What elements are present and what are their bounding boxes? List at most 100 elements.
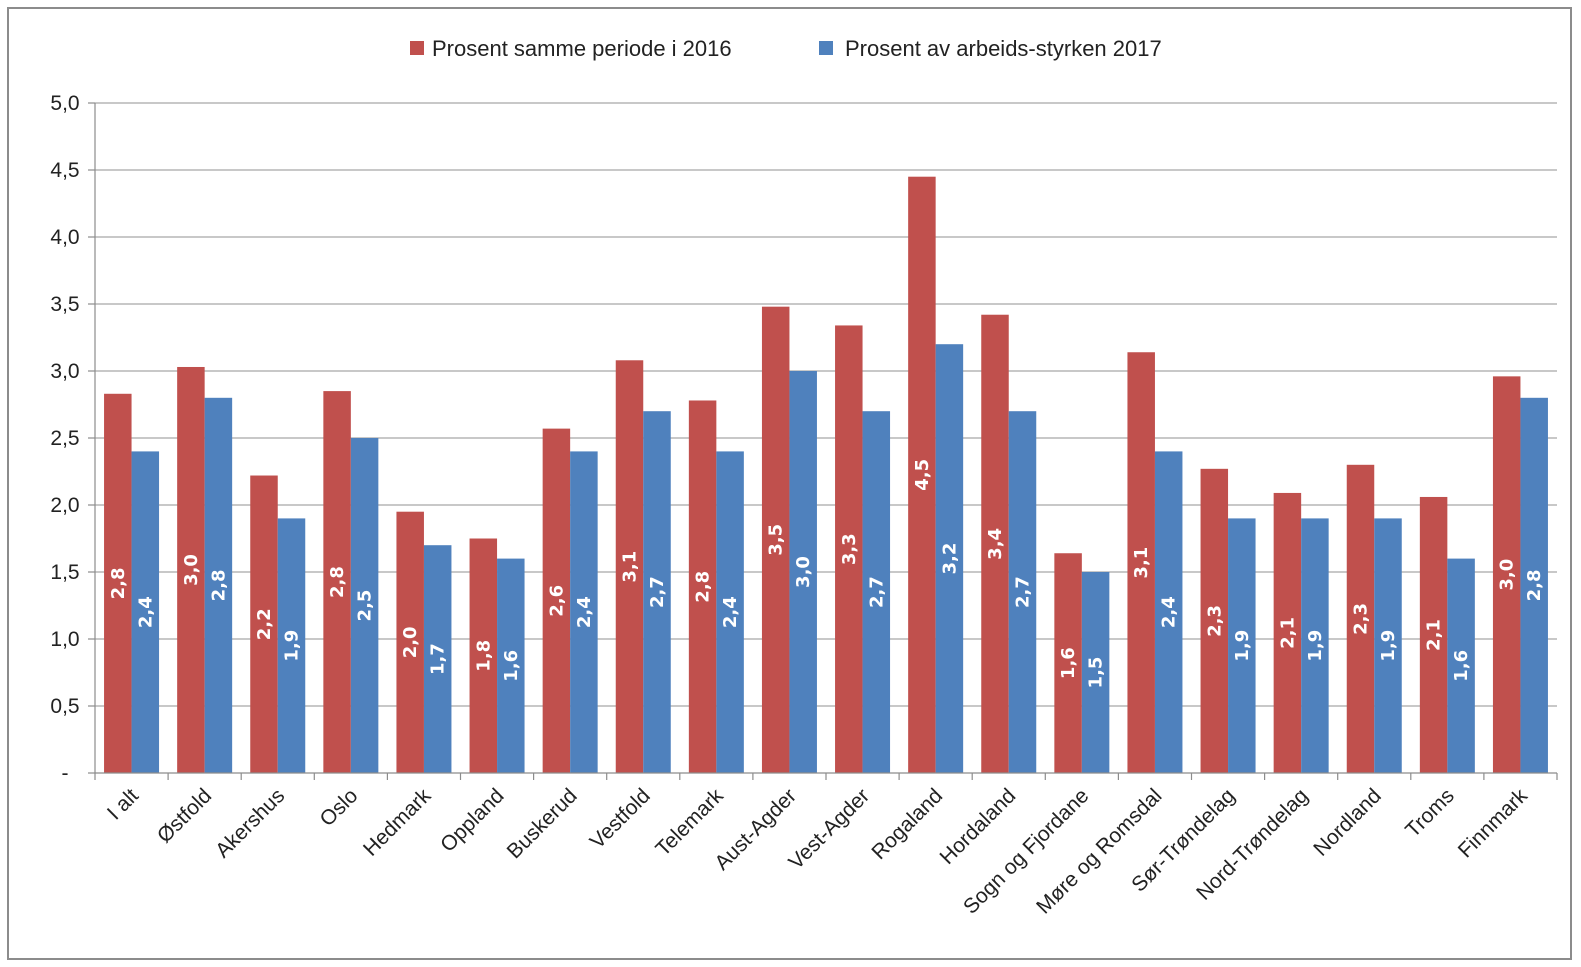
bar-2017 — [423, 545, 452, 773]
y-tick-label: - — [62, 762, 69, 785]
legend-label-2017: Prosent av arbeids-styrken 2017 — [845, 36, 1162, 61]
bar-2017 — [1374, 518, 1402, 773]
data-label: 2,8 — [208, 569, 229, 601]
x-tick-label: Møre og Romsdal — [1032, 784, 1166, 918]
x-tick-label: Sogn og Fjordane — [959, 784, 1093, 918]
x-tick-label: Troms — [1401, 784, 1459, 842]
bar-2017 — [1008, 411, 1037, 773]
data-label: 3,1 — [1131, 547, 1152, 579]
data-label: 2,8 — [327, 566, 348, 598]
x-tick-label: Telemark — [651, 784, 728, 861]
data-label: 1,9 — [1378, 630, 1399, 662]
bars: 2,8 2,4 3,0 2,8 2,2 1,9 2,8 2,5 2,0 1,7 1,8 1,6 2,6 2… — [104, 176, 1548, 773]
bar-2016 — [250, 475, 278, 773]
data-label: 2,7 — [866, 576, 887, 608]
y-tick-label: 4,5 — [50, 159, 79, 182]
data-label: 1,9 — [1232, 630, 1253, 662]
bar-2016 — [1346, 464, 1375, 773]
data-label: 2,3 — [1351, 603, 1372, 635]
data-label: 2,7 — [1013, 576, 1034, 608]
data-label: 1,6 — [501, 650, 522, 682]
data-label: 1,6 — [1451, 650, 1472, 682]
y-tick-label: 3,5 — [50, 293, 79, 316]
bar-2016 — [104, 393, 132, 773]
x-tick-label: Østfold — [153, 784, 216, 847]
x-tick-label: Nordland — [1309, 784, 1386, 861]
bar-2016 — [1492, 376, 1521, 773]
data-label: 1,7 — [428, 643, 449, 675]
data-label: 2,4 — [574, 596, 595, 628]
bar-2017 — [131, 451, 160, 773]
x-tick-label: Oslo — [316, 784, 363, 831]
bar-2016 — [469, 538, 498, 773]
y-tick-label: 5,0 — [50, 92, 79, 115]
y-tick-label: 1,5 — [50, 561, 79, 584]
bar-2017 — [1447, 558, 1475, 773]
data-label: 2,2 — [254, 608, 275, 640]
legend-swatch-2016 — [410, 41, 424, 55]
data-label: 3,0 — [793, 556, 814, 588]
bar-2016 — [1127, 352, 1155, 773]
bar-2016 — [688, 400, 717, 773]
bar-2016 — [761, 306, 790, 773]
bar-2017 — [277, 518, 306, 773]
bar-2016 — [177, 366, 205, 773]
x-tick-label: I alt — [103, 784, 143, 824]
bar-2017 — [570, 451, 598, 773]
gridlines — [95, 102, 1557, 707]
legend: Prosent samme periode i 2016 Prosent av … — [410, 36, 1162, 61]
data-label: 4,5 — [912, 459, 933, 491]
bar-2016 — [323, 391, 351, 773]
data-label: 3,5 — [766, 524, 787, 556]
data-label: 2,5 — [355, 590, 376, 622]
data-label: 2,4 — [135, 596, 156, 628]
bar-2016 — [1054, 553, 1082, 773]
data-label: 2,1 — [1424, 619, 1445, 651]
bar-2017 — [204, 397, 233, 773]
data-label: 2,7 — [647, 576, 668, 608]
bar-2016 — [1200, 468, 1229, 773]
data-label: 2,3 — [1204, 605, 1225, 637]
bar-2017 — [862, 411, 891, 773]
data-label: 3,0 — [1497, 559, 1518, 591]
x-tick-label: Buskerud — [503, 784, 582, 863]
data-label: 1,5 — [1086, 657, 1107, 689]
bar-2017 — [1520, 397, 1548, 773]
data-label: 2,4 — [720, 596, 741, 628]
bar-2016 — [542, 428, 571, 773]
x-tick-label: Akershus — [211, 784, 289, 862]
data-label: 1,9 — [282, 630, 303, 662]
bar-2017 — [1228, 518, 1256, 773]
y-tick-label: 4,0 — [50, 226, 79, 249]
data-label: 2,0 — [400, 626, 421, 658]
bar-2016 — [981, 314, 1009, 773]
bar-2017 — [1154, 451, 1183, 773]
bar-2016 — [835, 325, 863, 773]
data-label: 3,2 — [939, 543, 960, 575]
bar-2017 — [716, 451, 744, 773]
x-tick-label: Vestfold — [586, 784, 655, 853]
bar-2016 — [396, 511, 424, 773]
y-tick-label: 3,0 — [50, 360, 79, 383]
x-tick-label: Hedmark — [359, 784, 436, 861]
y-tick-label: 2,0 — [50, 494, 79, 517]
bar-2017 — [789, 371, 817, 773]
legend-label-2016: Prosent samme periode i 2016 — [432, 36, 732, 61]
bar-2017 — [643, 411, 671, 773]
y-tick-label: 2,5 — [50, 427, 79, 450]
data-label: 2,8 — [108, 567, 129, 599]
data-label: 1,9 — [1305, 630, 1326, 662]
data-label: 2,1 — [1277, 617, 1298, 649]
bar-2017 — [1081, 572, 1110, 773]
data-label: 2,8 — [1524, 569, 1545, 601]
x-tick-label: Finnmark — [1454, 784, 1533, 863]
bar-2016 — [1419, 496, 1448, 773]
y-axis: - 0,5 1,0 1,5 2,0 2,5 3,0 3,5 4,0 4,5 5,0 — [50, 92, 96, 785]
bar-2017 — [1301, 518, 1329, 773]
legend-swatch-2017 — [819, 41, 833, 55]
bar-2016 — [908, 176, 936, 773]
y-tick-label: 1,0 — [50, 628, 79, 651]
y-tick-label: 0,5 — [50, 695, 79, 718]
